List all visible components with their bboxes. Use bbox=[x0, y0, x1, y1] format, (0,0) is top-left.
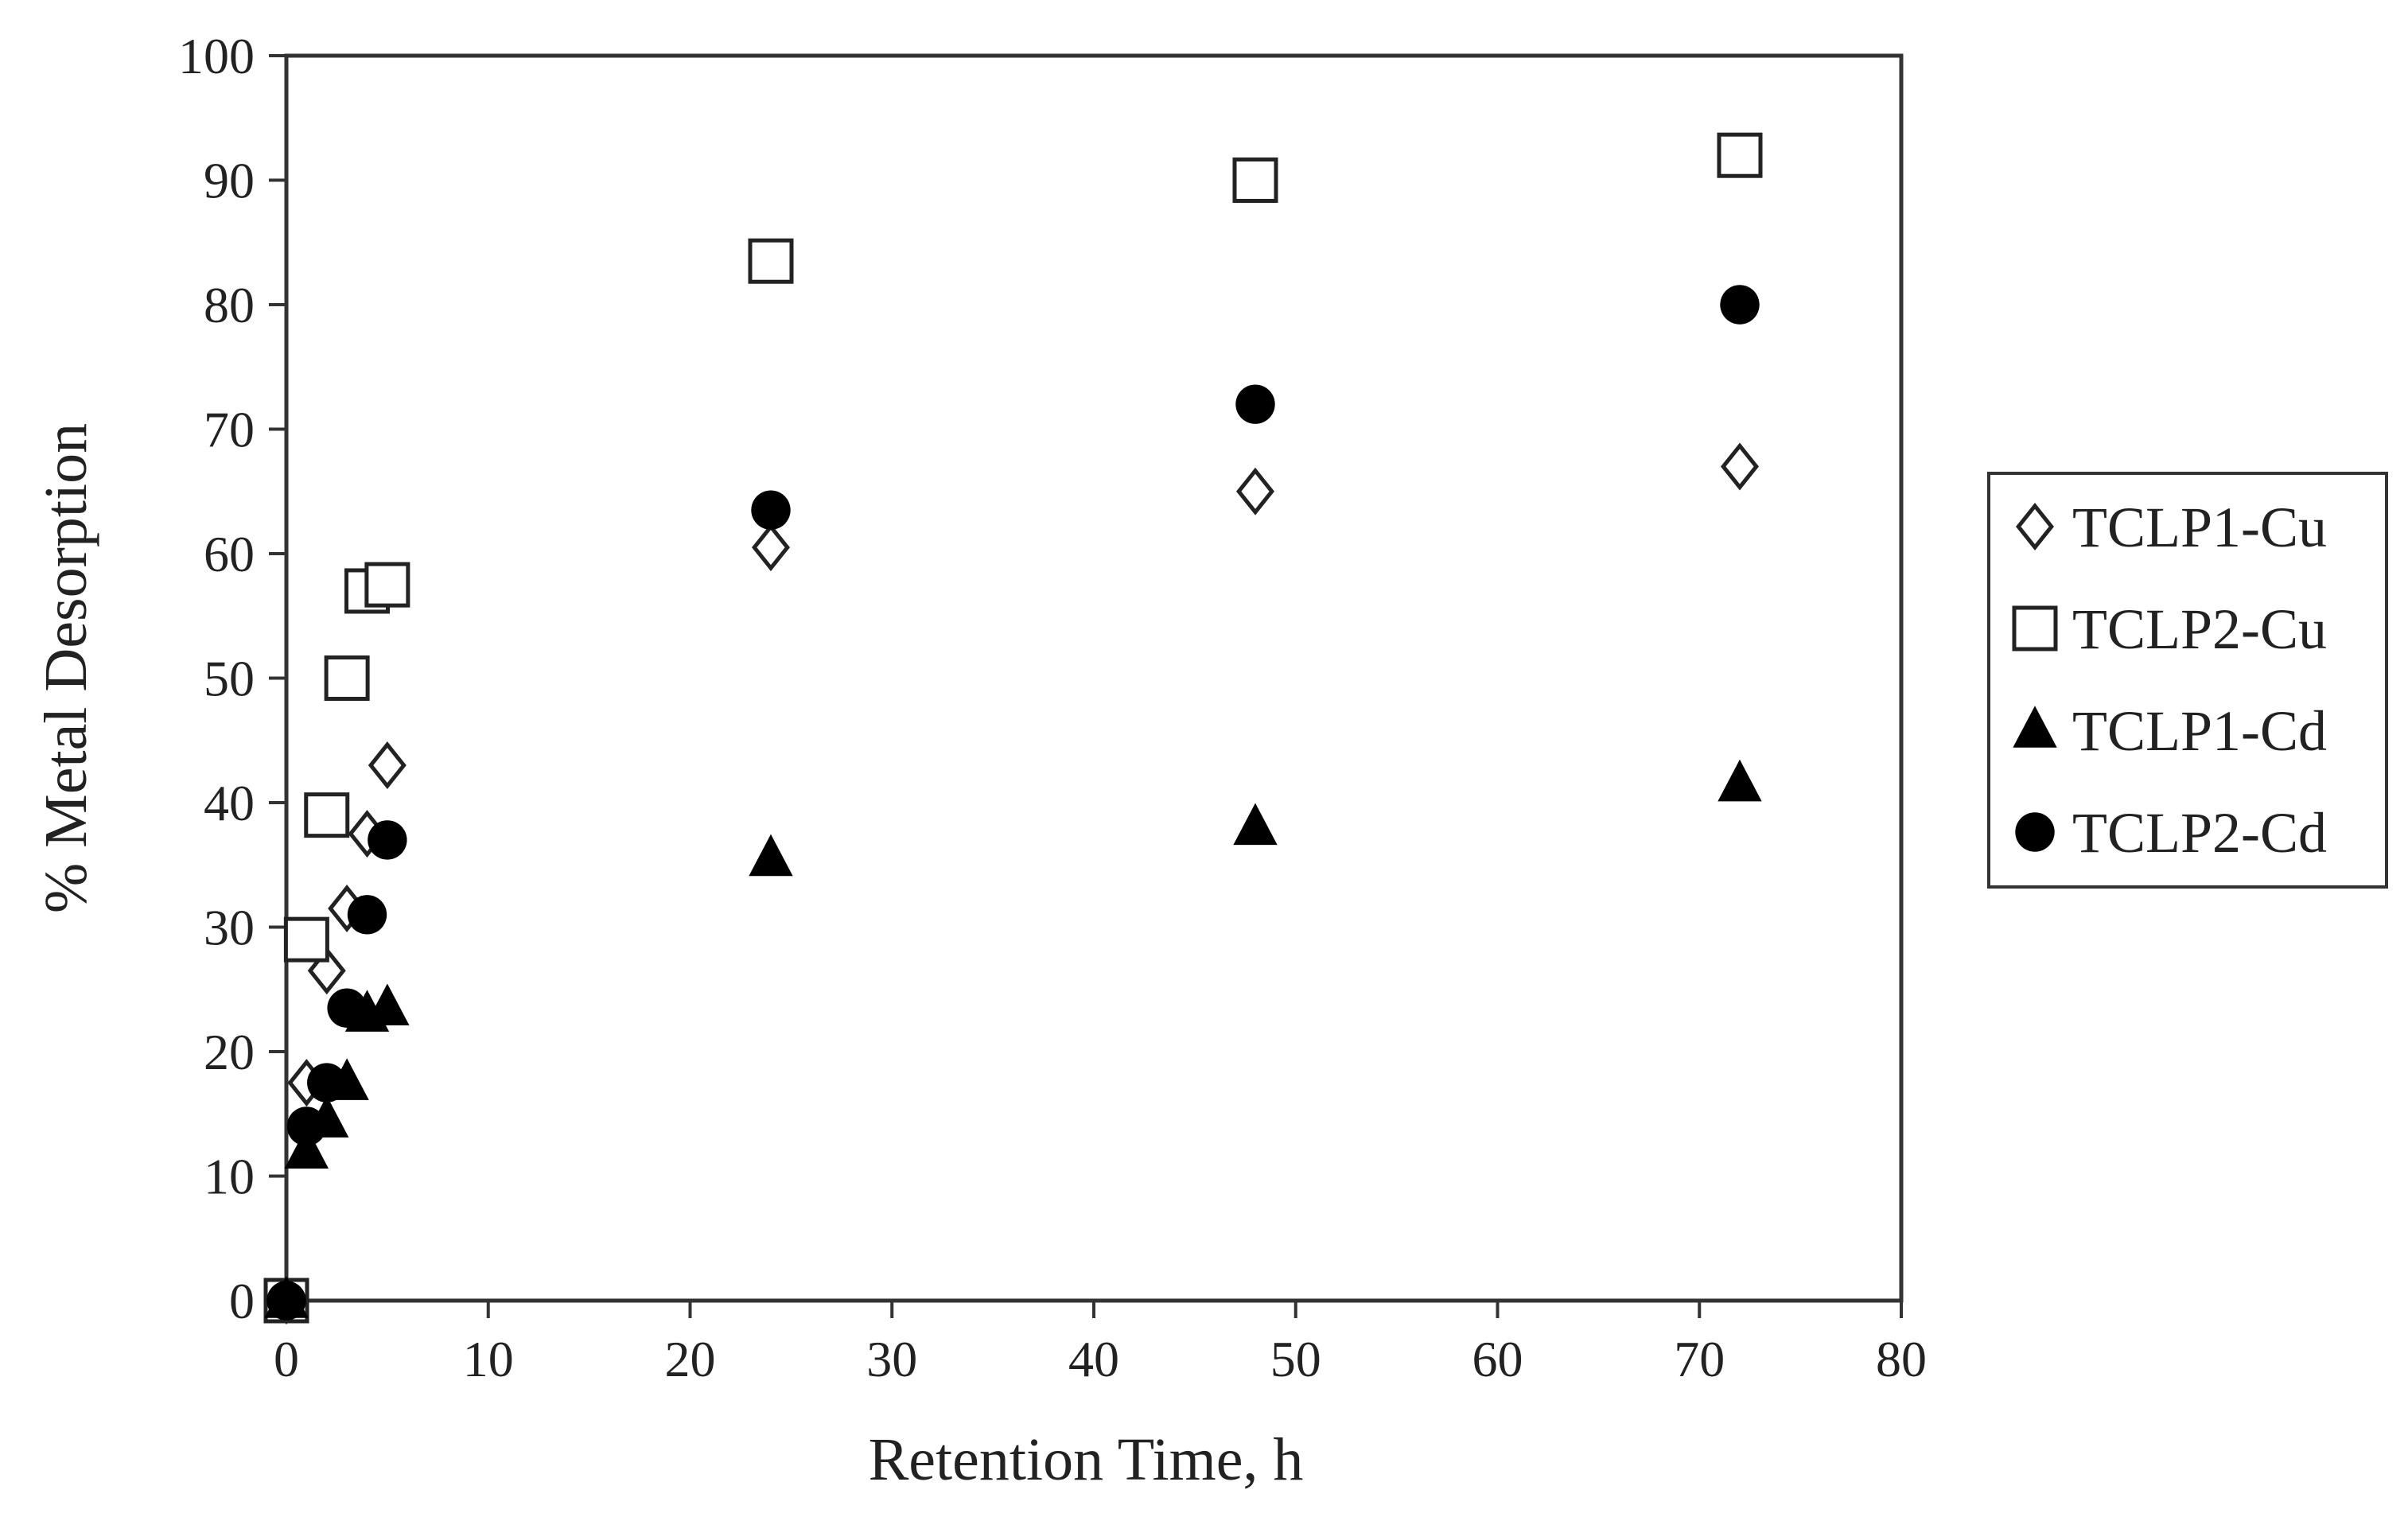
point-tclp2-cd bbox=[307, 1063, 347, 1103]
point-tclp1-cu bbox=[1235, 467, 1275, 515]
y-tick-label: 30 bbox=[204, 900, 255, 956]
x-tick-label: 10 bbox=[463, 1331, 514, 1387]
y-tick-label: 60 bbox=[204, 526, 255, 582]
y-tick-label: 50 bbox=[204, 651, 255, 707]
legend: TCLP1-Cu TCLP2-Cu TCLP1-Cd TCLP2-Cd bbox=[1987, 472, 2388, 889]
legend-label-tclp1-cd: TCLP1-Cd bbox=[2072, 699, 2327, 763]
x-tick-label: 20 bbox=[665, 1331, 716, 1387]
legend-label-tclp2-cd: TCLP2-Cd bbox=[2072, 801, 2327, 865]
x-tick-label: 40 bbox=[1068, 1331, 1119, 1387]
x-tick-label: 30 bbox=[866, 1331, 917, 1387]
y-tick-label: 40 bbox=[204, 775, 255, 831]
point-tclp2-cu bbox=[324, 655, 370, 701]
legend-marker-tclp1-cu bbox=[2015, 502, 2055, 551]
point-tclp2-cu bbox=[304, 792, 350, 838]
x-axis: 0 10 20 30 40 50 60 70 80 bbox=[274, 53, 1927, 1387]
point-tclp1-cu bbox=[368, 741, 407, 790]
point-tclp2-cd bbox=[1720, 285, 1760, 325]
x-tick-label: 50 bbox=[1270, 1331, 1321, 1387]
point-tclp2-cd bbox=[327, 988, 367, 1028]
legend-marker-tclp2-cd bbox=[2015, 812, 2055, 852]
point-tclp2-cd bbox=[751, 490, 791, 530]
point-tclp2-cd bbox=[266, 1281, 306, 1320]
point-tclp2-cu bbox=[1717, 132, 1763, 178]
y-tick-label: 90 bbox=[204, 153, 255, 209]
point-tclp2-cd bbox=[286, 1107, 327, 1146]
point-tclp1-cd bbox=[284, 1126, 329, 1169]
point-tclp2-cd bbox=[1235, 384, 1275, 424]
x-tick-label: 80 bbox=[1876, 1331, 1927, 1387]
legend-marker-tclp1-cd bbox=[2013, 706, 2057, 748]
y-tick-label: 10 bbox=[204, 1149, 255, 1205]
legend-label-tclp2-cu: TCLP2-Cu bbox=[2072, 597, 2327, 661]
point-tclp2-cd bbox=[368, 820, 407, 860]
x-tick-label: 0 bbox=[274, 1331, 299, 1387]
y-axis-title: % Metal Desorption bbox=[33, 423, 99, 913]
plot-points bbox=[263, 132, 1763, 1325]
y-tick-label: 20 bbox=[204, 1024, 255, 1080]
y-tick-label: 70 bbox=[204, 402, 255, 458]
point-tclp1-cu bbox=[751, 523, 791, 572]
y-tick-label: 100 bbox=[178, 28, 255, 84]
legend-marker-tclp2-cu bbox=[2012, 605, 2058, 651]
x-tick-label: 60 bbox=[1472, 1331, 1523, 1387]
legend-box bbox=[1987, 472, 2388, 889]
point-tclp2-cu bbox=[748, 238, 794, 284]
x-tick-label: 70 bbox=[1674, 1331, 1725, 1387]
y-tick-label: 0 bbox=[229, 1273, 255, 1329]
point-tclp1-cd bbox=[749, 834, 793, 877]
y-axis: 0 10 20 30 40 50 60 70 80 90 100 bbox=[178, 28, 286, 1329]
point-tclp2-cu bbox=[1232, 158, 1278, 203]
point-tclp1-cd bbox=[365, 983, 410, 1026]
x-axis-title: Retention Time, h bbox=[869, 1426, 1304, 1493]
point-tclp1-cd bbox=[1717, 759, 1762, 802]
point-tclp2-cu bbox=[364, 562, 410, 608]
point-tclp1-cu bbox=[1720, 442, 1760, 491]
point-tclp2-cu bbox=[283, 916, 329, 963]
point-tclp2-cd bbox=[347, 895, 387, 935]
legend-label-tclp1-cu: TCLP1-Cu bbox=[2072, 496, 2327, 559]
plot-frame bbox=[284, 53, 1904, 1303]
point-tclp1-cd bbox=[1233, 803, 1278, 846]
y-tick-label: 80 bbox=[204, 277, 255, 333]
